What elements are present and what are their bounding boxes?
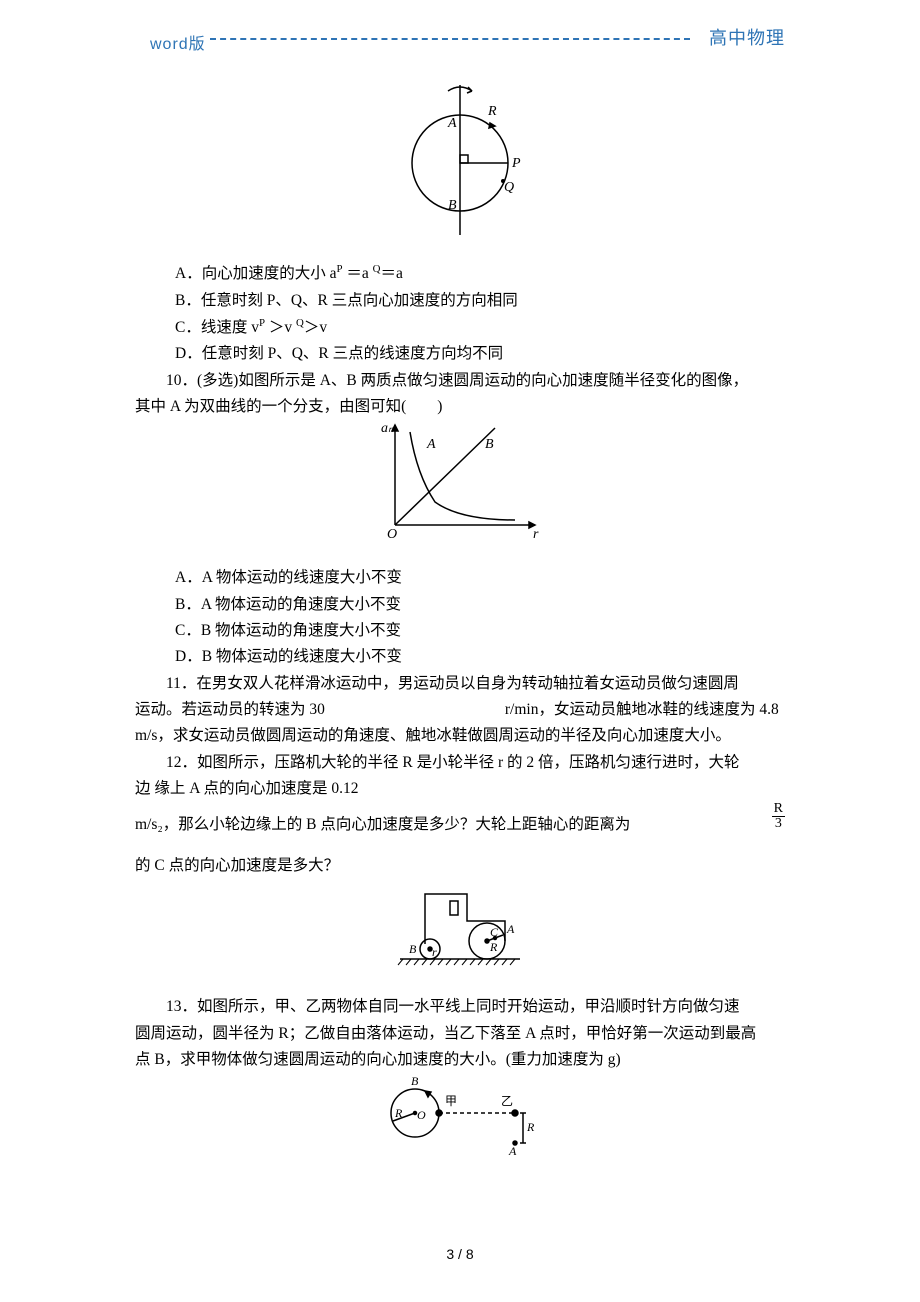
header-dash <box>210 38 690 40</box>
svg-text:甲: 甲 <box>445 1094 457 1108</box>
header-left: word版 <box>150 30 206 54</box>
q12-A: A <box>506 922 515 936</box>
q9-figure: R A P Q B <box>135 85 785 240</box>
svg-text:R: R <box>489 940 498 954</box>
q12-line2: 边 缘上 A 点的向心加速度是 0.12 <box>135 776 785 802</box>
chart-O: O <box>387 527 397 540</box>
chart-B: B <box>485 437 494 452</box>
q13-line3: 点 B，求甲物体做匀速圆周运动的向心加速度的大小。(重力加速度为 g) <box>135 1047 785 1073</box>
header-right: 高中物理 <box>709 24 785 50</box>
q10-opt-A: A．A 物体运动的线速度大小不变 <box>175 565 785 591</box>
content: R A P Q B A．向心加速度的大小 aP ＝a Q＝a B．任意时刻 P、… <box>135 85 785 1183</box>
svg-text:r: r <box>432 945 437 959</box>
q9-opt-A-text: A．向心加速度的大小 aP ＝a Q＝a <box>175 265 403 282</box>
svg-text:O: O <box>417 1108 426 1122</box>
q12-fraction: R3 <box>772 802 785 831</box>
label-Q: Q <box>504 180 514 195</box>
q13-B: B <box>411 1074 419 1088</box>
q12-line1: 12．如图所示，压路机大轮的半径 R 是小轮半径 r 的 2 倍，压路机匀速行进… <box>135 750 785 776</box>
label-A: A <box>447 116 457 131</box>
q9-opt-C-text: C．线速度 vP ＞v Q＞v <box>175 319 327 336</box>
q12-line4: 的 C 点的向心加速度是多大？ <box>135 853 785 879</box>
q12-B: B <box>409 942 417 956</box>
chart-A: A <box>426 437 436 452</box>
label-R: R <box>487 104 497 119</box>
q10-opt-D: D．B 物体运动的线速度大小不变 <box>175 644 785 670</box>
svg-text:R: R <box>526 1120 535 1134</box>
q12-figure: B r A C R <box>135 879 785 974</box>
q9-opt-B: B．任意时刻 P、Q、R 三点向心加速度的方向相同 <box>175 288 785 314</box>
q9-opt-D: D．任意时刻 P、Q、R 三点的线速度方向均不同 <box>175 341 785 367</box>
q10-stem1: 10．(多选)如图所示是 A、B 两质点做匀速圆周运动的向心加速度随半径变化的图… <box>135 368 785 394</box>
q10-stem2: 其中 A 为双曲线的一个分支，由图可知( ) <box>135 394 785 420</box>
q12-line3: m/s₂，那么小轮边缘上的 B 点向心加速度是多少？大轮上距轴心的距离为 <box>135 812 785 838</box>
q11-line1: 11．在男女双人花样滑冰运动中，男运动员以自身为转动轴拉着女运动员做匀速圆周 <box>135 671 785 697</box>
q10-chart: aₙ A B O r <box>135 420 785 545</box>
q12-C: C <box>490 925 499 939</box>
svg-text:乙: 乙 <box>501 1094 513 1108</box>
q13-line2: 圆周运动，圆半径为 R；乙做自由落体运动，当乙下落至 A 点时，甲恰好第一次运动… <box>135 1021 785 1047</box>
q10-opt-B: B．A 物体运动的角速度大小不变 <box>175 592 785 618</box>
chart-ylabel: aₙ <box>381 421 394 436</box>
q11-line2: 运动。若运动员的转速为 30r/min，女运动员触地冰鞋的线速度为 4.8 <box>135 697 785 723</box>
page: word版 高中物理 R A P <box>0 0 920 1302</box>
svg-text:R: R <box>394 1106 403 1120</box>
q9-opt-C: C．线速度 vP ＞v Q＞v <box>175 314 785 342</box>
q13-line1: 13．如图所示，甲、乙两物体自同一水平线上同时开始运动，甲沿顺时针方向做匀速 <box>135 994 785 1020</box>
q9-opt-A: A．向心加速度的大小 aP ＝a Q＝a <box>175 260 785 288</box>
q10-opt-C: C．B 物体运动的角速度大小不变 <box>175 618 785 644</box>
page-footer: 3 / 8 <box>0 1246 920 1262</box>
chart-xlabel: r <box>533 527 539 540</box>
q13-figure: B R O 甲 乙 R A <box>135 1073 785 1163</box>
q11-line3: m/s，求女运动员做圆周运动的角速度、触地冰鞋做圆周运动的半径及向心加速度大小。 <box>135 723 785 749</box>
label-B: B <box>448 198 457 213</box>
label-P: P <box>511 156 521 171</box>
q13-A: A <box>508 1144 517 1158</box>
